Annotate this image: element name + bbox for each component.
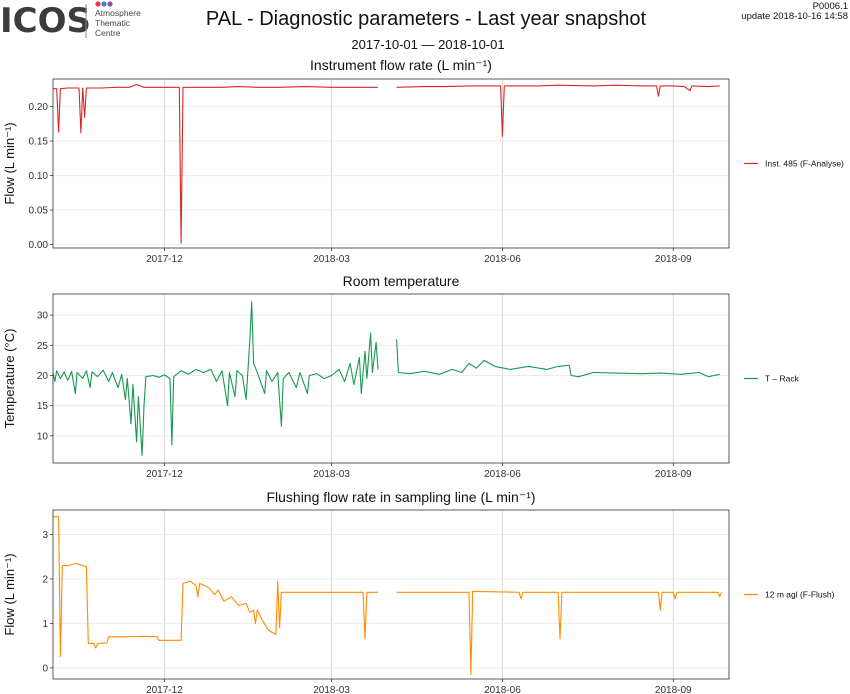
plot-background	[53, 510, 729, 679]
logo-dot-blue	[101, 1, 107, 7]
plot-background	[53, 79, 729, 248]
x-tick-label: 2017-12	[146, 254, 183, 265]
plot-border	[52, 293, 730, 464]
date-range: 2017-10-01 — 2018-10-01	[351, 37, 504, 52]
logo-text: ICOS	[0, 1, 91, 41]
x-tick-label: 2018-03	[313, 469, 350, 480]
x-tick-label: 2018-09	[655, 685, 692, 694]
x-tick-label: 2018-03	[313, 685, 350, 694]
x-tick-label: 2018-06	[484, 685, 521, 694]
y-tick-label: 3	[42, 530, 48, 541]
x-tick-label: 2018-09	[655, 254, 692, 265]
update-timestamp: update 2018-10-16 14:58	[741, 11, 848, 22]
series-line-1	[53, 516, 723, 676]
legend-label: 12 m agl (F-Flush)	[765, 590, 835, 600]
page-title: PAL - Diagnostic parameters - Last year …	[206, 8, 647, 30]
x-tick-label: 2017-12	[146, 685, 183, 694]
x-tick-label: 2017-12	[146, 469, 183, 480]
plot-border	[52, 78, 730, 249]
chart-title: Flushing flow rate in sampling line (L m…	[266, 489, 535, 505]
plot-background	[53, 294, 729, 463]
y-tick-label: 30	[37, 311, 49, 322]
x-tick-label: 2018-09	[655, 469, 692, 480]
x-tick-label: 2018-06	[484, 469, 521, 480]
y-tick-label: 25	[37, 341, 49, 352]
chart-panel-2: T – Rack 10 15 20 25 30 2017-12 2018-03 2018-06 2…	[2, 273, 800, 480]
y-tick-label: 1	[42, 619, 48, 630]
y-tick-label: 2	[42, 574, 48, 585]
x-tick-label: 2018-06	[484, 254, 521, 265]
series-line-1	[52, 301, 720, 456]
y-tick-label: 15	[37, 401, 49, 412]
y-tick-label: 0	[42, 663, 48, 674]
chart-panels: Inst. 485 (F-Analyse) 0.00 0.05 0.10 0.15 0.2…	[2, 57, 844, 694]
logo-dot-purple	[107, 1, 113, 7]
y-axis-label: Flow (L min⁻¹)	[2, 553, 17, 635]
y-axis-label: Flow (L min⁻¹)	[2, 122, 17, 204]
y-tick-label: 0.05	[29, 206, 49, 217]
station-code: P0006.1	[813, 1, 848, 12]
chart-title: Room temperature	[343, 273, 460, 289]
y-tick-label: 20	[37, 371, 49, 382]
legend-label: T – Rack	[765, 374, 800, 384]
icos-logo: ICOS Atmosphere Thematic Centre	[0, 1, 141, 41]
y-tick-label: 0.15	[29, 137, 49, 148]
chart-title: Instrument flow rate (L min⁻¹)	[310, 57, 492, 73]
y-axis-label: Temperature (°C)	[2, 329, 17, 429]
y-tick-label: 0.00	[29, 240, 49, 251]
org-line3: Centre	[95, 28, 121, 38]
org-line2: Thematic	[95, 18, 131, 28]
series-line-1	[53, 83, 720, 244]
chart-panel-1: Inst. 485 (F-Analyse) 0.00 0.05 0.10 0.15 0.2…	[2, 57, 844, 265]
y-tick-label: 0.10	[29, 171, 49, 182]
chart-panel-3: 12 m agl (F-Flush) 0 1 2 3 2017-12 2018-03 2018…	[2, 489, 835, 694]
y-tick-label: 10	[37, 431, 49, 442]
legend-label: Inst. 485 (F-Analyse)	[765, 159, 844, 169]
plot-border	[52, 509, 730, 680]
logo-dot-red	[95, 1, 101, 7]
x-tick-label: 2018-03	[313, 254, 350, 265]
org-line1: Atmosphere	[95, 8, 141, 18]
y-tick-label: 0.20	[29, 102, 49, 113]
